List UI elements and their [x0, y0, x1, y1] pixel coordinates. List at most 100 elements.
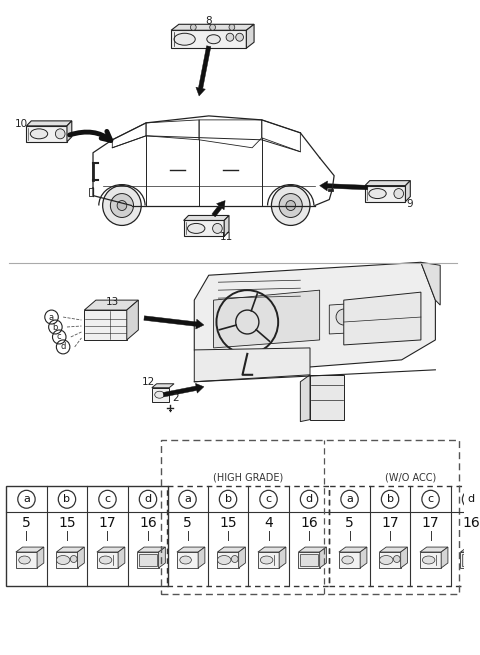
Text: (W/O ACC): (W/O ACC): [384, 472, 436, 482]
Text: d: d: [305, 495, 312, 504]
Circle shape: [286, 200, 296, 210]
Text: 13: 13: [106, 297, 119, 307]
Ellipse shape: [99, 556, 112, 564]
Polygon shape: [184, 215, 229, 221]
Text: 17: 17: [422, 516, 439, 530]
Polygon shape: [171, 24, 254, 30]
Ellipse shape: [380, 555, 393, 565]
Polygon shape: [462, 554, 480, 566]
Text: 17: 17: [99, 516, 116, 530]
Circle shape: [378, 309, 394, 325]
Text: b: b: [386, 495, 394, 504]
Ellipse shape: [155, 391, 164, 398]
Text: (HIGH GRADE): (HIGH GRADE): [213, 472, 283, 482]
Polygon shape: [329, 300, 407, 334]
Circle shape: [191, 24, 196, 30]
Circle shape: [55, 129, 65, 139]
Polygon shape: [16, 547, 44, 552]
Text: c: c: [265, 495, 272, 504]
Circle shape: [336, 309, 351, 325]
Polygon shape: [56, 547, 84, 552]
Circle shape: [279, 194, 302, 217]
Circle shape: [236, 33, 243, 41]
Text: a: a: [346, 495, 353, 504]
Polygon shape: [380, 552, 401, 568]
Polygon shape: [78, 547, 84, 568]
Circle shape: [71, 555, 77, 563]
Polygon shape: [258, 547, 286, 552]
Circle shape: [117, 200, 127, 210]
Polygon shape: [360, 547, 367, 568]
Text: b: b: [63, 495, 71, 504]
Polygon shape: [420, 547, 448, 552]
Polygon shape: [339, 552, 360, 568]
Ellipse shape: [369, 189, 386, 198]
Polygon shape: [177, 552, 198, 568]
Text: a: a: [49, 312, 54, 322]
Text: 16: 16: [300, 516, 318, 530]
Polygon shape: [380, 547, 408, 552]
Text: 5: 5: [183, 516, 192, 530]
Ellipse shape: [30, 129, 48, 139]
Text: c: c: [57, 333, 61, 341]
Polygon shape: [421, 262, 440, 305]
Ellipse shape: [188, 223, 205, 233]
Polygon shape: [239, 547, 245, 568]
Circle shape: [229, 24, 235, 30]
Text: 15: 15: [219, 516, 237, 530]
Circle shape: [231, 555, 238, 563]
Circle shape: [213, 223, 222, 233]
Ellipse shape: [174, 33, 195, 45]
Polygon shape: [137, 547, 165, 552]
Polygon shape: [320, 547, 326, 568]
Ellipse shape: [217, 555, 231, 565]
Text: b: b: [225, 495, 231, 504]
Text: a: a: [23, 495, 30, 504]
Polygon shape: [198, 547, 205, 568]
Text: 12: 12: [141, 377, 155, 386]
Polygon shape: [26, 126, 67, 141]
Polygon shape: [279, 547, 286, 568]
Polygon shape: [139, 554, 156, 566]
Polygon shape: [84, 310, 127, 340]
Polygon shape: [460, 552, 480, 568]
Text: 5: 5: [345, 516, 354, 530]
Polygon shape: [224, 215, 229, 236]
Polygon shape: [258, 552, 279, 568]
Text: 2: 2: [172, 393, 179, 403]
Text: a: a: [184, 495, 191, 504]
Text: 5: 5: [22, 516, 31, 530]
Polygon shape: [299, 547, 326, 552]
Polygon shape: [163, 383, 204, 397]
Circle shape: [103, 185, 141, 225]
Text: 16: 16: [462, 516, 480, 530]
Polygon shape: [118, 547, 125, 568]
Polygon shape: [196, 46, 211, 96]
Polygon shape: [406, 181, 410, 202]
Polygon shape: [420, 552, 441, 568]
Circle shape: [210, 24, 216, 30]
Circle shape: [271, 185, 310, 225]
Polygon shape: [152, 384, 174, 388]
Polygon shape: [171, 30, 246, 48]
Polygon shape: [401, 547, 408, 568]
Polygon shape: [26, 121, 72, 126]
Polygon shape: [365, 181, 410, 185]
Polygon shape: [67, 121, 72, 141]
Ellipse shape: [19, 556, 30, 564]
Polygon shape: [84, 300, 138, 310]
Ellipse shape: [56, 555, 70, 565]
Polygon shape: [212, 200, 225, 217]
Polygon shape: [194, 262, 435, 375]
Polygon shape: [344, 292, 421, 345]
Polygon shape: [194, 348, 310, 382]
Polygon shape: [339, 547, 367, 552]
Text: 16: 16: [139, 516, 157, 530]
Polygon shape: [37, 547, 44, 568]
Text: b: b: [53, 322, 58, 331]
Text: c: c: [428, 495, 433, 504]
Polygon shape: [16, 552, 37, 568]
Polygon shape: [320, 181, 368, 191]
Polygon shape: [97, 552, 118, 568]
Text: 10: 10: [15, 119, 28, 129]
